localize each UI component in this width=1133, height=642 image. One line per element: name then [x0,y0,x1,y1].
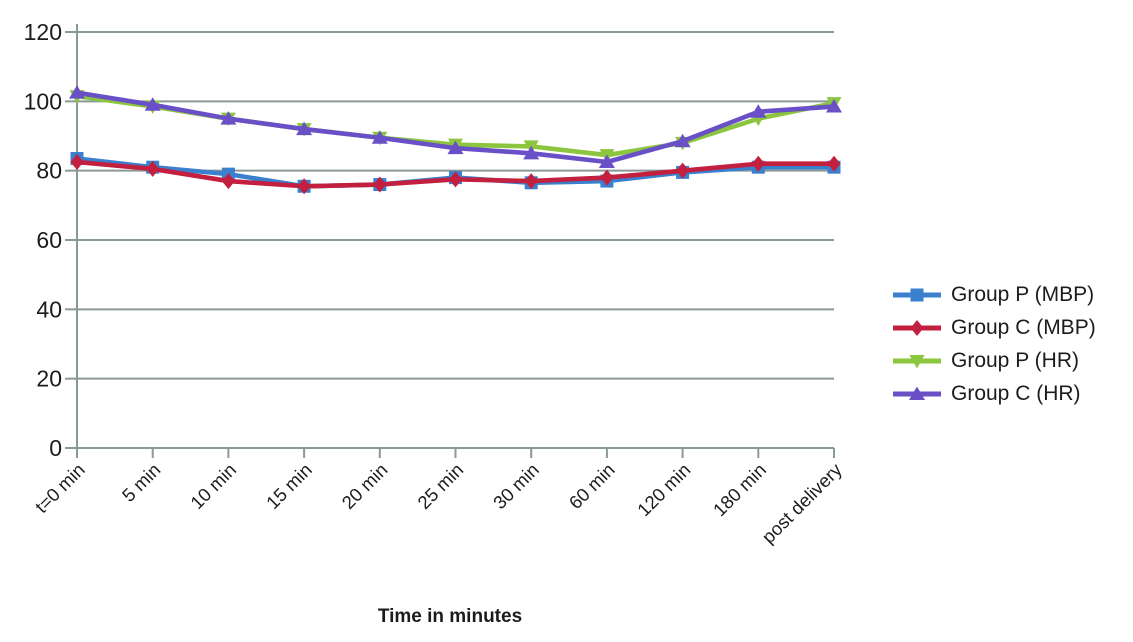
y-axis-labels: 0 20 40 60 80 100 120 [24,19,62,461]
marker-diamond [221,173,235,190]
x-tick-label: 30 min [489,459,543,513]
legend-item-group-c-hr: Group C (HR) [891,382,1096,405]
marker-diamond [600,169,614,186]
marker-triangle-up [598,154,615,168]
marker-triangle-up [69,85,85,99]
legend-swatch-group-p-hr [893,354,941,368]
x-tick-label: 15 min [262,459,316,513]
marker-triangle-up [296,121,313,136]
x-axis-title: Time in minutes [377,606,523,627]
marker-square [910,288,924,301]
marker-diamond [449,171,462,188]
marker-diamond [146,160,160,177]
legend-swatch-group-c-hr [893,386,941,400]
y-tick-label: 60 [36,227,62,253]
gridlines [65,24,834,449]
legend-label: Group C (MBP) [951,316,1096,339]
x-axis: t=0 min 5 min 10 min 15 min 20 min 25 min 30 m… [31,448,847,547]
x-tick-label: t=0 min [31,459,89,517]
legend-item-group-c-mbp: Group C (MBP) [891,316,1096,339]
legend-swatch-group-p-mbp [893,288,941,301]
x-tick-label: post delivery [758,458,847,547]
legend-item-group-p-hr: Group P (HR) [891,349,1096,372]
y-tick-label: 20 [36,366,62,392]
x-tick-label: 120 min [633,459,694,520]
marker-triangle-up [144,97,161,111]
marker-triangle-up [523,145,540,160]
marker-triangle-up [220,111,237,125]
y-tick-label: 100 [24,88,62,114]
marker-diamond [676,162,690,179]
marker-triangle-up [674,133,691,148]
marker-triangle-up [750,104,767,118]
chart-legend: Group P (MBP) Group C (MBP) Group P (HR) Gr… [891,283,1096,405]
x-tick-label: 10 min [186,459,240,513]
marker-diamond [297,178,311,195]
legend-label: Group C (HR) [951,382,1081,405]
marker-diamond [827,155,841,172]
marker-diamond [70,154,84,170]
marker-diamond [751,155,765,172]
y-tick-label: 40 [36,296,62,322]
marker-triangle-up [826,99,842,113]
legend-swatch-group-c-mbp [893,319,941,336]
y-tick-label: 80 [36,158,62,184]
series-group-c-mbp [70,154,841,195]
legend-label: Group P (HR) [951,349,1079,372]
legend-item-group-p-mbp: Group P (MBP) [891,283,1096,306]
x-tick-label: 5 min [118,459,165,506]
marker-triangle-up [371,130,388,144]
x-tick-label: 60 min [565,459,619,513]
x-tick-label: 180 min [709,459,770,520]
marker-triangle-down [909,354,925,368]
x-tick-label: 25 min [413,459,467,513]
legend-label: Group P (MBP) [951,283,1095,306]
marker-diamond [524,173,538,190]
series-group-c-hr [69,85,842,168]
marker-diamond [373,176,387,193]
x-tick-label: 20 min [338,459,392,513]
y-tick-label: 120 [24,19,62,45]
marker-diamond [910,319,924,336]
marker-triangle-up [909,386,925,400]
marker-triangle-up [447,140,464,155]
y-tick-label: 0 [49,435,62,461]
